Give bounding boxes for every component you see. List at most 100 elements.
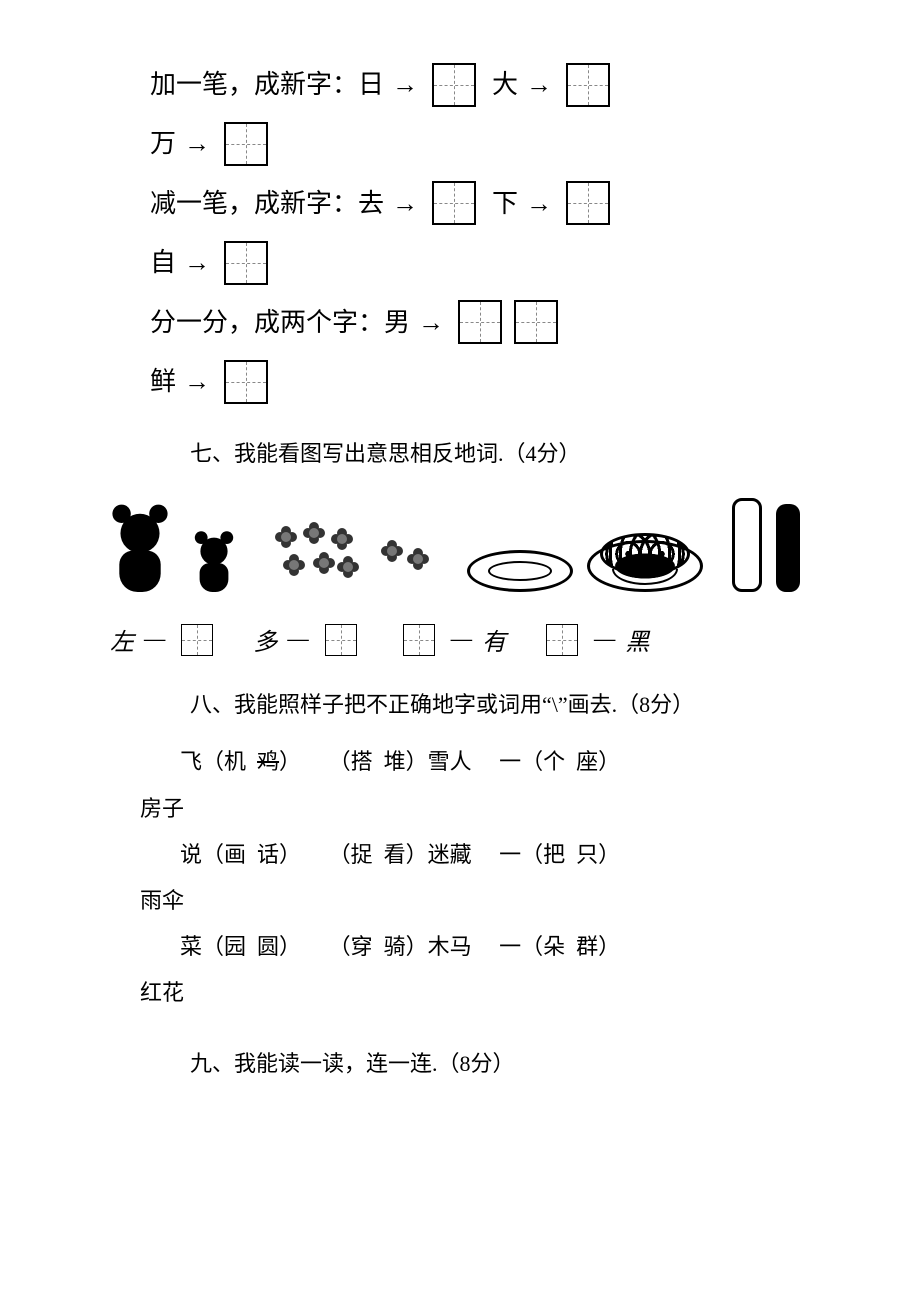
arrow-icon: →: [184, 357, 210, 406]
mickey-small-icon: [190, 528, 238, 592]
q9-title: 九、我能读一读，连一连.（8分）: [190, 1046, 810, 1078]
bar-black-icon: [776, 504, 800, 592]
answer-box[interactable]: [432, 63, 476, 107]
q8-option-b[interactable]: 看: [384, 842, 406, 867]
q8-option-b[interactable]: 圆: [257, 934, 279, 959]
answer-box[interactable]: [224, 122, 268, 166]
dash: —: [144, 626, 165, 653]
q6-split-char-1: 鲜: [150, 357, 176, 406]
q6-split-line2: 鲜 →: [110, 357, 810, 406]
q8-cell-pre: （: [329, 934, 351, 959]
q8-cell-post: ）: [279, 749, 301, 774]
q7-title: 七、我能看图写出意思相反地词.（4分）: [190, 436, 810, 468]
arrow-icon: →: [526, 179, 552, 228]
q6-sub-label: 减一笔，成新字：: [150, 179, 358, 228]
q8-option-a[interactable]: 园: [224, 934, 246, 959]
q8-cell-post: ）: [598, 842, 620, 867]
answer-box[interactable]: [458, 300, 502, 344]
q8-cell-pre: 菜（: [180, 934, 224, 959]
q8-option-b[interactable]: 骑: [384, 934, 406, 959]
q8-cell-pre: 一（: [499, 934, 543, 959]
q8-cell-pre: 一（: [499, 749, 543, 774]
q6-sub-char-1: 下: [492, 179, 518, 228]
q8-option-b[interactable]: 座: [576, 749, 598, 774]
q6-add-char-1: 大: [492, 60, 518, 109]
q8-title: 八、我能照样子把不正确地字或词用“\”画去.（8分）: [190, 687, 810, 719]
q7-pair2-right: 有: [482, 622, 506, 657]
q6-split-char-0: 男: [384, 298, 410, 347]
answer-box[interactable]: [224, 360, 268, 404]
q6-block: 加一笔，成新字： 日 → 大 → 万 → 减一笔，成新字： 去 → 下 → 自: [110, 60, 810, 406]
q8-tail: 雨伞: [140, 878, 810, 924]
q8-option-a[interactable]: 穿: [351, 934, 373, 959]
q8-option-a[interactable]: 把: [543, 842, 565, 867]
q8-option-b[interactable]: 话: [257, 842, 279, 867]
worksheet-page: 加一笔，成新字： 日 → 大 → 万 → 减一笔，成新字： 去 → 下 → 自: [0, 0, 920, 1158]
arrow-icon: →: [184, 238, 210, 287]
flowers-many-icon: [273, 522, 363, 592]
arrow-icon: →: [392, 60, 418, 109]
q6-sub-line1: 减一笔，成新字： 去 → 下 →: [110, 179, 810, 228]
q8-cell-post: ）木马: [406, 934, 472, 959]
q8-option-a[interactable]: 搭: [351, 749, 373, 774]
answer-box[interactable]: [432, 181, 476, 225]
answer-box[interactable]: [566, 181, 610, 225]
answer-box[interactable]: [325, 624, 357, 656]
q6-split-label: 分一分，成两个字：: [150, 298, 384, 347]
answer-box[interactable]: [566, 63, 610, 107]
flowers-few-icon: [377, 522, 437, 592]
q8-tail: 房子: [140, 786, 810, 832]
q8-cell-post: ）: [598, 749, 620, 774]
plate-empty-icon: [467, 550, 573, 592]
q8-option-a[interactable]: 个: [543, 749, 565, 774]
q8-option-b[interactable]: 群: [576, 934, 598, 959]
q8-option-b[interactable]: 只: [576, 842, 598, 867]
q8-row: 飞（机 鸡） （搭 堆）雪人 一（个 座）: [180, 739, 810, 785]
q8-option-b[interactable]: 堆: [384, 749, 406, 774]
q6-sub-line2: 自 →: [110, 238, 810, 287]
dash: —: [594, 626, 615, 653]
q8-cell-post: ）: [598, 934, 620, 959]
bar-white-icon: [732, 498, 762, 592]
answer-box[interactable]: [181, 624, 213, 656]
q6-add-line1: 加一笔，成新字： 日 → 大 →: [110, 60, 810, 109]
q8-option-a[interactable]: 机: [224, 749, 246, 774]
q7-pair0-left: 左: [110, 622, 134, 657]
q6-sub-char-0: 去: [358, 179, 384, 228]
answer-box[interactable]: [546, 624, 578, 656]
q8-option-a[interactable]: 画: [224, 842, 246, 867]
q8-cell-pre: 飞（: [180, 749, 224, 774]
q6-add-label: 加一笔，成新字：: [150, 60, 358, 109]
pic-empty-full: [467, 540, 703, 592]
q8-cell-pre: （: [329, 749, 351, 774]
q8-cell-pre: （: [329, 842, 351, 867]
q7-pair3-right: 黑: [625, 622, 649, 657]
q8-block: 飞（机 鸡） （搭 堆）雪人 一（个 座） 房子 说（画 话） （捉 看）迷藏 …: [110, 739, 810, 1016]
q6-split-line1: 分一分，成两个字： 男 →: [110, 298, 810, 347]
mickey-big-icon: [106, 500, 175, 592]
dash: —: [451, 626, 472, 653]
q8-cell-pre: 一（: [499, 842, 543, 867]
answer-box[interactable]: [224, 241, 268, 285]
q8-option-a[interactable]: 捉: [351, 842, 373, 867]
q8-cell-post: ）: [279, 842, 301, 867]
q8-cell-pre: 说（: [180, 842, 224, 867]
q6-add-char-2: 万: [150, 119, 176, 168]
plate-full-icon: [587, 540, 703, 592]
answer-box[interactable]: [403, 624, 435, 656]
arrow-icon: →: [184, 119, 210, 168]
q6-add-line2: 万 →: [110, 119, 810, 168]
arrow-icon: →: [418, 298, 444, 347]
q7-answer-line: 左 — 多 — — 有 — 黑: [110, 622, 810, 657]
q8-cell-post: ）: [279, 934, 301, 959]
q7-picture-row: [110, 488, 810, 602]
q8-row: 菜（园 圆） （穿 骑）木马 一（朵 群）: [180, 924, 810, 970]
q6-add-char-0: 日: [358, 60, 384, 109]
q8-option-b[interactable]: 鸡: [257, 749, 279, 774]
dash: —: [287, 626, 308, 653]
q8-tail: 红花: [140, 970, 810, 1016]
answer-box[interactable]: [514, 300, 558, 344]
q8-option-a[interactable]: 朵: [543, 934, 565, 959]
q8-cell-post: ）迷藏: [406, 842, 472, 867]
pic-left-right: [110, 512, 244, 592]
